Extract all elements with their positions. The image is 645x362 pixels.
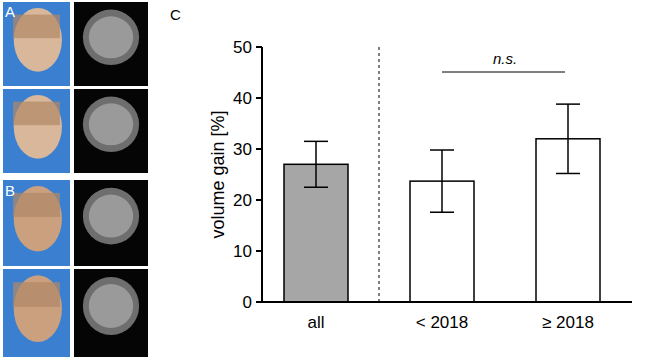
mri-brain	[89, 103, 133, 145]
y-tick	[256, 301, 262, 303]
y-tick-label: 10	[233, 242, 252, 261]
mri-image	[74, 180, 148, 266]
error-cap	[556, 173, 580, 175]
photo-helmet	[13, 102, 60, 126]
error-cap	[556, 103, 580, 105]
mri-skull	[83, 277, 139, 335]
photo-head	[14, 186, 62, 251]
error-bar	[430, 150, 454, 212]
mri-skull	[83, 97, 139, 152]
error-bar	[556, 104, 580, 173]
y-tick	[256, 148, 262, 150]
mri-image	[74, 2, 148, 86]
photo-helmet	[13, 193, 60, 217]
mri-skull	[83, 188, 139, 245]
mri-brain	[89, 16, 133, 58]
photo-head	[14, 275, 62, 342]
y-tick-label: 40	[233, 89, 252, 108]
separator	[379, 47, 380, 302]
error-cap	[430, 149, 454, 151]
y-tick	[256, 199, 262, 201]
y-tick	[256, 250, 262, 252]
error-line	[315, 141, 317, 187]
error-cap	[304, 141, 328, 143]
photo-helmet	[13, 282, 60, 307]
y-tick	[256, 46, 262, 48]
photo	[3, 2, 70, 86]
y-axis	[261, 47, 263, 302]
y-tick	[256, 97, 262, 99]
photo	[3, 89, 70, 173]
panel-label: A	[5, 3, 15, 20]
photo	[3, 180, 70, 266]
photo-head	[14, 95, 62, 159]
x-tick-label: all	[307, 313, 324, 332]
error-cap	[430, 211, 454, 213]
y-tick-label: 0	[243, 293, 252, 312]
photo-head	[14, 8, 62, 72]
mri-image	[74, 269, 148, 357]
y-tick-label: 20	[233, 191, 252, 210]
mri-brain	[89, 195, 133, 238]
error-bar	[304, 141, 328, 187]
x-axis	[262, 301, 632, 303]
y-tick-label: 30	[233, 140, 252, 159]
y-tick-label: 50	[233, 38, 252, 57]
y-axis-label: volume gain [%]	[208, 110, 228, 238]
figure: A B C 0 10 20 30 40 50 volume gain [%] all < 2018 ≥ …	[0, 0, 645, 362]
plot-area	[284, 104, 600, 302]
panel-label: B	[5, 182, 15, 199]
mri-image	[74, 89, 148, 173]
photo-helmet	[13, 15, 60, 39]
panel-gap	[0, 175, 152, 178]
annotation-bracket	[442, 72, 565, 73]
mri-skull	[83, 10, 139, 65]
error-line	[441, 150, 443, 212]
error-line	[567, 104, 569, 173]
x-tick-label: ≥ 2018	[542, 313, 594, 332]
x-tick-label: < 2018	[416, 313, 468, 332]
mri-brain	[89, 284, 133, 328]
panel-label: C	[170, 6, 181, 23]
photo	[3, 269, 70, 357]
error-cap	[304, 187, 328, 189]
annotation: n.s.	[493, 50, 517, 67]
